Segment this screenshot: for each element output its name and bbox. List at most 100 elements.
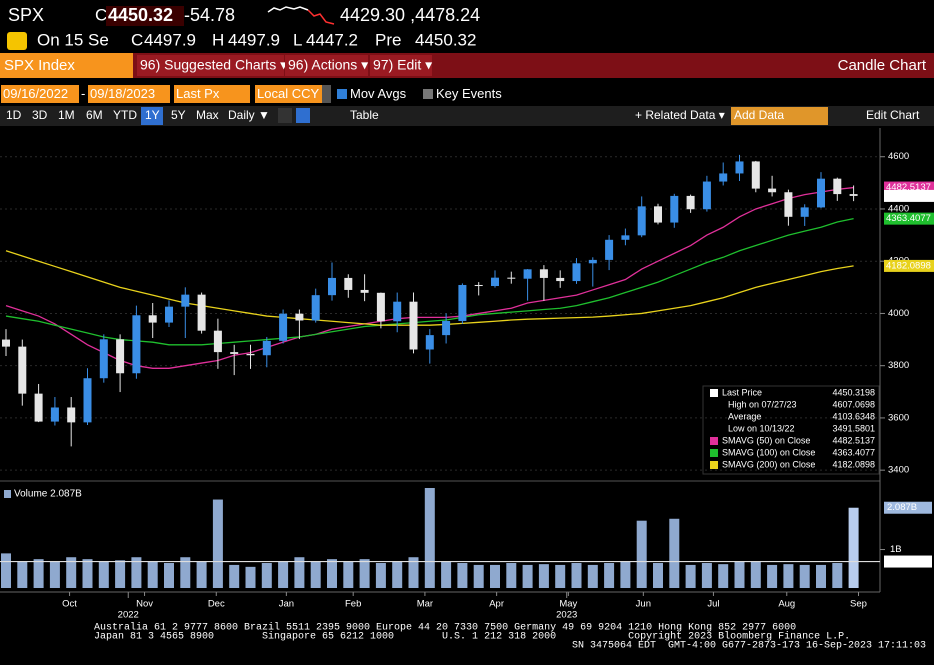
candle-body <box>360 289 369 293</box>
volume-bar <box>375 563 386 588</box>
candle-body <box>474 284 483 287</box>
dropdown[interactable] <box>322 85 331 103</box>
legend-label: High on 07/27/23 <box>728 399 797 409</box>
add-data[interactable]: Add Data <box>734 108 784 122</box>
candle-body <box>83 378 92 423</box>
volume-bar <box>685 564 696 588</box>
mov-avgs-check[interactable] <box>337 89 347 99</box>
last-value-tag <box>884 189 934 202</box>
security-box[interactable] <box>0 53 133 78</box>
menu-item-bg[interactable] <box>137 55 284 76</box>
candle-body <box>751 161 760 189</box>
candle-body <box>833 178 842 195</box>
candle-body <box>425 335 434 350</box>
candle-body <box>213 330 222 353</box>
add-data-box[interactable] <box>731 107 828 125</box>
end-date-box[interactable] <box>88 85 170 103</box>
volume-bar <box>343 561 354 588</box>
start-date-box[interactable] <box>1 85 79 103</box>
candle-body <box>67 407 76 423</box>
high-label: H <box>212 30 224 49</box>
candle-body <box>197 294 206 331</box>
candle-body <box>523 269 532 279</box>
volume-bar <box>799 564 810 588</box>
table-button[interactable]: Table <box>350 108 379 122</box>
volume-bar <box>604 563 615 588</box>
menu-item[interactable]: 97) Edit ▾ <box>373 57 432 73</box>
volume-bar <box>620 561 631 588</box>
volume-bar <box>49 561 60 588</box>
candle-body <box>230 352 239 354</box>
volume-bar <box>636 520 647 588</box>
moving-average-line <box>5 217 854 346</box>
candle-body <box>295 313 304 321</box>
candle-body <box>588 259 597 264</box>
legend-value: 3491.5801 <box>832 423 875 433</box>
candle-body <box>702 181 711 210</box>
menu-item[interactable]: 96) Suggested Charts ▾ <box>140 57 287 73</box>
window-title: Candle Chart <box>838 57 927 74</box>
volume-bar <box>734 561 745 588</box>
candle-body <box>279 313 288 341</box>
edit-chart[interactable]: Edit Chart <box>866 108 920 122</box>
volume-bar <box>441 561 452 588</box>
period-button[interactable]: 1Y <box>145 108 160 122</box>
alert-icon[interactable] <box>7 32 27 50</box>
period-selected[interactable] <box>141 107 163 125</box>
last-value-label: 2.087B <box>887 502 917 513</box>
volume-bar <box>164 563 174 588</box>
ticker: SPX <box>8 5 44 25</box>
low-label: L <box>293 30 302 49</box>
volume-bar <box>229 564 240 588</box>
key-events[interactable]: Key Events <box>436 86 502 101</box>
volume-bar <box>538 564 549 588</box>
candle-body <box>181 294 190 307</box>
x-tick-label: Feb <box>345 599 361 610</box>
field-box[interactable] <box>174 85 250 103</box>
x-tick-label: Mar <box>417 599 433 610</box>
candle-body <box>817 178 825 208</box>
frequency[interactable]: Daily ▼ <box>228 108 270 122</box>
x-tick-label: Jun <box>636 599 651 610</box>
volume-bar <box>490 564 500 588</box>
end-date[interactable]: 09/18/2023 <box>90 86 155 101</box>
menu-item-bg[interactable] <box>285 55 368 76</box>
volume-bar <box>408 557 419 588</box>
volume-bar <box>66 557 77 588</box>
mov-avgs[interactable]: Mov Avgs <box>350 86 407 101</box>
currency-box[interactable] <box>255 85 322 103</box>
period-button[interactable]: YTD <box>113 108 137 122</box>
day-range: 4429.30 ,4478.24 <box>340 5 480 25</box>
period-button[interactable]: 1M <box>58 108 75 122</box>
legend-value: 4482.5137 <box>832 435 875 445</box>
legend-swatch <box>710 389 718 397</box>
currency[interactable]: Local CCY <box>257 86 319 101</box>
period-button[interactable]: 6M <box>86 108 103 122</box>
y-tick-label: 4000 <box>888 308 909 319</box>
candle-body <box>621 235 630 240</box>
candle-body <box>539 269 548 278</box>
volume-bar <box>848 507 859 588</box>
candle-body <box>719 173 728 182</box>
menu-item-bg[interactable] <box>370 55 432 76</box>
volume-bar <box>310 561 321 588</box>
candle-body <box>654 206 662 223</box>
security[interactable]: SPX Index <box>4 57 75 74</box>
tool-icon[interactable] <box>278 108 292 123</box>
related-data[interactable]: + Related Data ▾ <box>635 108 725 122</box>
volume-bar <box>767 564 778 588</box>
candle-body <box>50 407 59 422</box>
period-button[interactable]: Max <box>196 108 219 122</box>
key-events-check[interactable] <box>423 89 433 99</box>
field[interactable]: Last Px <box>176 86 220 101</box>
period-button[interactable]: 3D <box>32 108 48 122</box>
x-tick-label: Nov <box>136 599 153 610</box>
menu-item[interactable]: 96) Actions ▾ <box>288 57 368 73</box>
start-date[interactable]: 09/16/2022 <box>3 86 68 101</box>
period-button[interactable]: 1D <box>6 108 22 122</box>
tool-icon[interactable] <box>296 108 310 123</box>
moving-average-line <box>5 186 854 369</box>
period-button[interactable]: 5Y <box>171 108 186 122</box>
volume-bar <box>669 518 680 588</box>
